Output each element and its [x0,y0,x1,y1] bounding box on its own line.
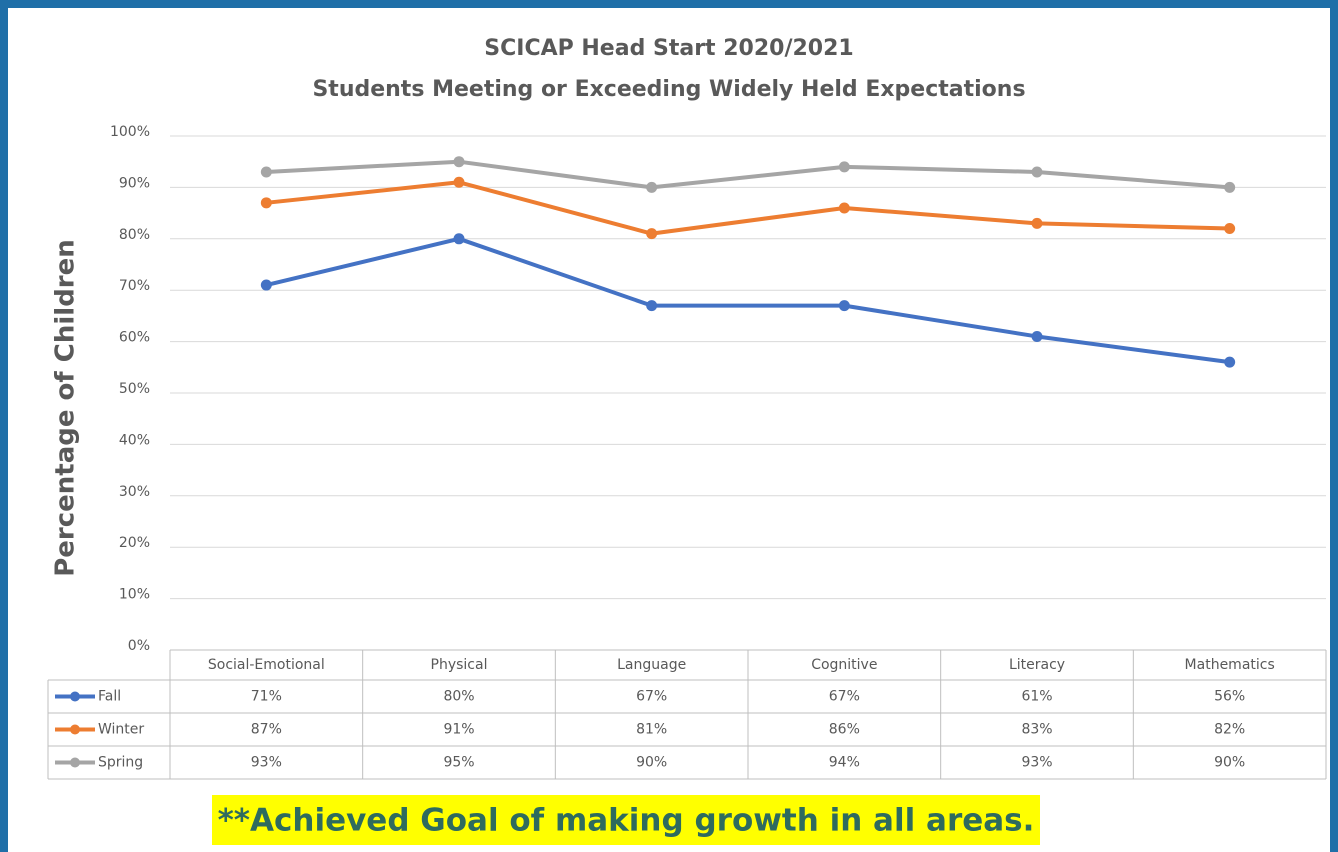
legend-marker [70,724,80,735]
table-value: 86% [829,722,860,738]
point [260,166,272,178]
y-tick-label: 20% [119,535,150,551]
point [1031,330,1043,342]
table-value: 95% [443,755,474,771]
x-tick-label: Literacy [1009,657,1065,673]
point [838,202,850,214]
y-tick-label: 70% [119,278,150,294]
point [260,279,272,291]
y-tick-label: 10% [119,587,150,603]
y-tick-label: 50% [119,381,150,397]
table-value: 90% [636,755,667,771]
point [1031,217,1043,229]
y-tick-label: 100% [110,124,150,140]
x-tick-label: Social-Emotional [208,657,325,673]
y-tick-label: 30% [119,484,150,500]
point [1031,166,1043,178]
x-tick-label: Language [617,657,686,673]
table-value: 67% [829,689,860,705]
table-value: 93% [1021,755,1052,771]
point [1224,223,1236,235]
point [1224,181,1236,193]
y-axis-label: Percentage of Children [51,239,81,577]
point [260,197,272,209]
chart-subtitle: Students Meeting or Exceeding Widely Hel… [312,77,1025,102]
legend-label: Fall [98,689,121,705]
table-value: 67% [636,689,667,705]
point [453,176,465,188]
point [646,181,658,193]
series-line [266,159,1230,190]
point [838,300,850,312]
table-value: 91% [443,722,474,738]
x-tick-label: Physical [431,657,488,673]
table-value: 87% [251,722,282,738]
table-value: 82% [1214,722,1245,738]
point [453,156,465,168]
legend-label: Spring [98,755,143,771]
table-value: 81% [636,722,667,738]
point [646,228,658,240]
series-line [266,180,1230,236]
legend-marker [70,757,80,768]
table-value: 80% [443,689,474,705]
table-value: 71% [251,689,282,705]
point [1224,356,1236,368]
table-value: 56% [1214,689,1245,705]
table-value: 90% [1214,755,1245,771]
y-tick-label: 60% [119,330,150,346]
y-tick-label: 90% [119,175,150,191]
point [838,161,850,173]
annotation-box [212,795,1040,845]
table-value: 93% [251,755,282,771]
series-line [265,236,1230,365]
table-value: 83% [1021,722,1052,738]
legend-label: Winter [98,722,144,738]
chart-title: SCICAP Head Start 2020/2021 [484,36,853,61]
y-tick-label: 0% [128,638,150,654]
table-value: 94% [829,755,860,771]
annotation: **Achieved Goal of making growth in all … [218,803,1035,839]
point [453,233,465,245]
x-tick-label: Mathematics [1185,657,1275,673]
legend-marker [70,691,80,702]
point [646,300,658,312]
x-tick-label: Cognitive [811,657,877,673]
y-tick-label: 80% [119,227,150,243]
y-tick-label: 40% [119,432,150,448]
table-value: 61% [1021,689,1052,705]
